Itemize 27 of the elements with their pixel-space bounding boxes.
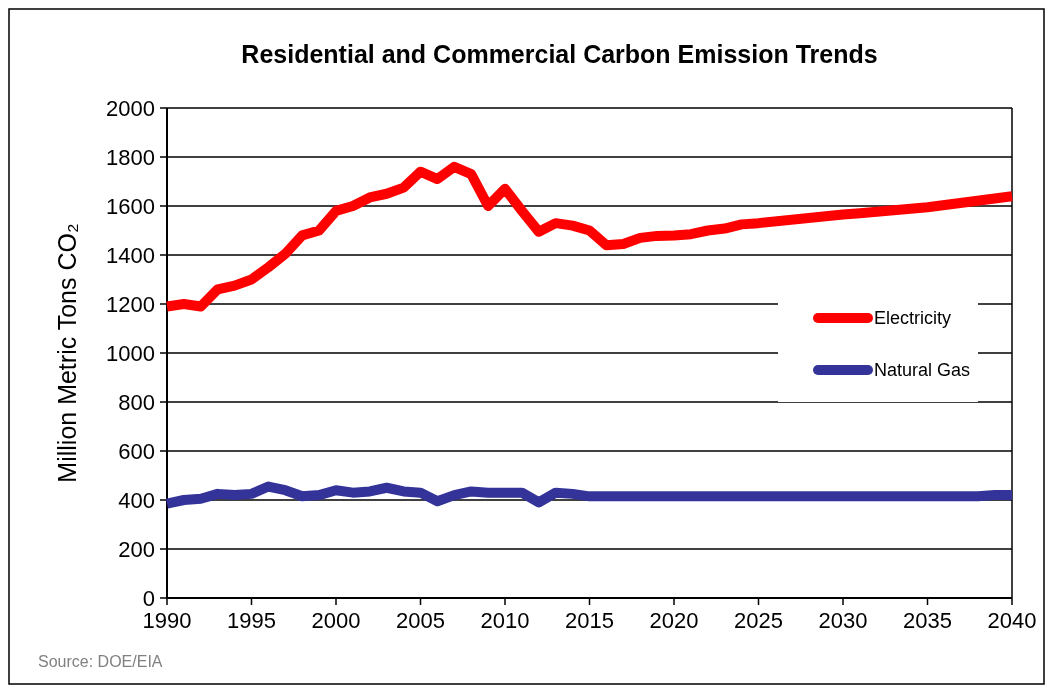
x-tick-label: 2015: [565, 608, 614, 633]
x-tick-label: 1990: [142, 608, 192, 633]
x-tick-label: 2005: [396, 608, 445, 633]
y-axis-title: Million Metric Tons CO₂: [53, 223, 81, 483]
y-tick-label: 1800: [106, 144, 155, 170]
legend-label: Natural Gas: [874, 360, 971, 381]
y-tick-label: 1400: [106, 242, 155, 268]
x-tick-label: 2035: [903, 608, 952, 633]
y-tick-label: 200: [118, 536, 155, 562]
x-tick-label: 2025: [734, 608, 783, 633]
y-tick-label: 2000: [106, 95, 155, 121]
y-tick-label: 800: [118, 389, 155, 415]
source-note: Source: DOE/EIA: [38, 653, 163, 670]
x-tick-label: 2040: [987, 608, 1037, 633]
x-tick-label: 2020: [649, 608, 699, 633]
y-tick-label: 0: [142, 585, 155, 611]
chart-title: Residential and Commercial Carbon Emission Trends: [241, 40, 878, 68]
x-tick-label: 1995: [227, 608, 276, 633]
y-tick-label: 1000: [106, 340, 155, 366]
y-tick-label: 1200: [106, 291, 155, 317]
x-tick-label: 2030: [818, 608, 868, 633]
y-tick-label: 1600: [106, 193, 155, 219]
x-tick-label: 2000: [311, 608, 361, 633]
legend-label: Electricity: [874, 308, 952, 329]
x-tick-label: 2010: [480, 608, 530, 633]
y-tick-label: 600: [118, 438, 155, 464]
y-tick-label: 400: [118, 487, 155, 513]
